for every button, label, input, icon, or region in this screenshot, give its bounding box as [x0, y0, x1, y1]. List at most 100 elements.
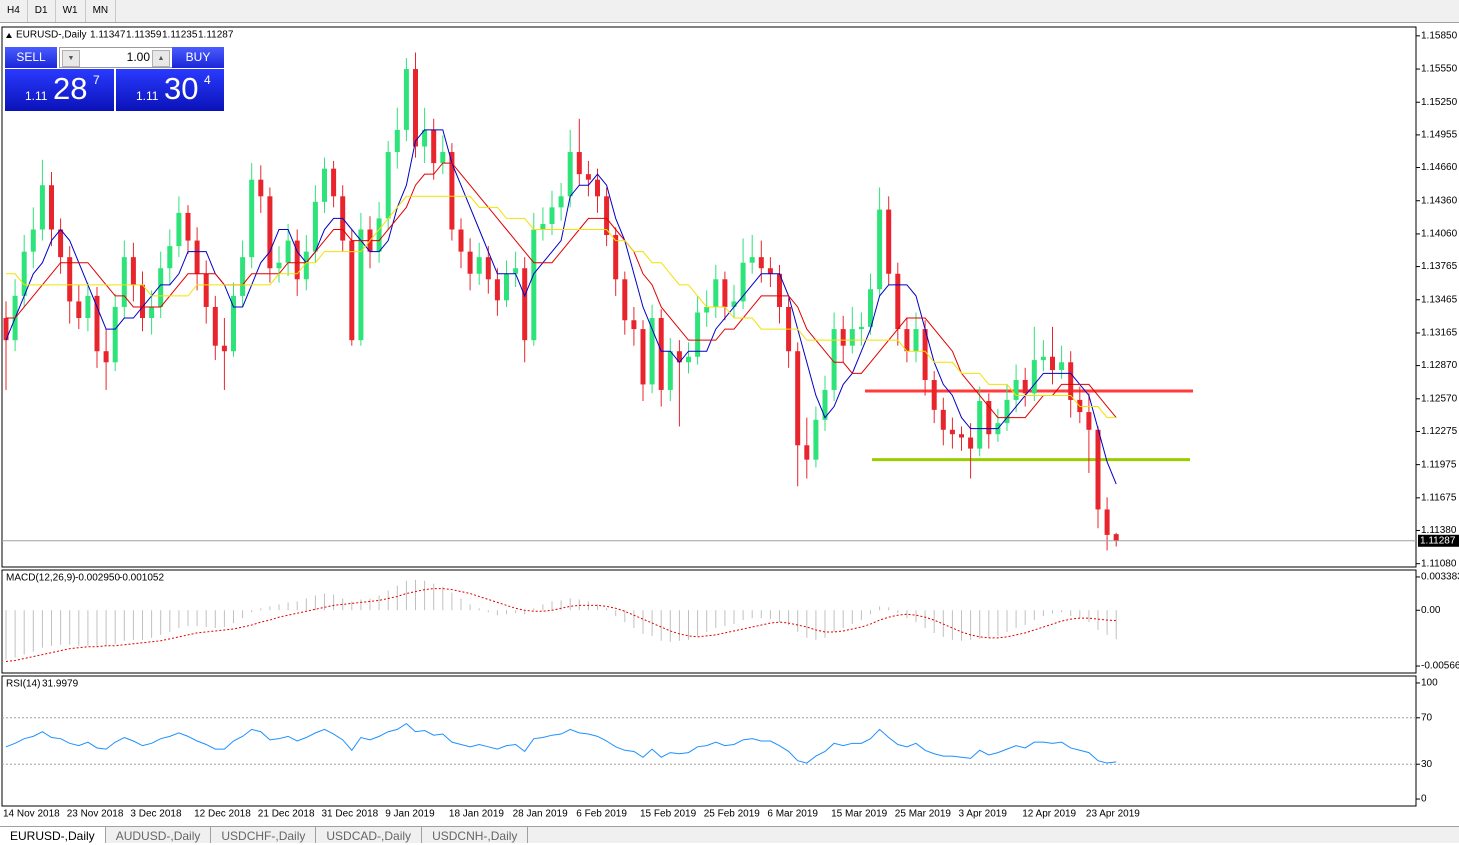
- y-tick-label: 1.14955: [1421, 130, 1458, 141]
- candle-body: [667, 351, 673, 390]
- candle-body: [403, 69, 409, 130]
- rsi-readout: 31.9979: [42, 679, 79, 690]
- buy-button[interactable]: BUY: [172, 47, 224, 68]
- candle-body: [267, 196, 273, 269]
- candle-body: [567, 152, 573, 197]
- candle-body: [449, 152, 455, 230]
- candle-body: [822, 389, 828, 420]
- x-tick-label: 25 Feb 2019: [704, 809, 761, 820]
- candle-body: [249, 179, 255, 258]
- x-tick-label: 25 Mar 2019: [895, 809, 952, 820]
- ohlc-readout: 1.11235: [162, 30, 198, 41]
- candle-body: [940, 409, 946, 430]
- pane-frame: [1, 26, 1417, 568]
- candle-body: [813, 419, 819, 460]
- timeframe-button[interactable]: H4: [0, 0, 28, 22]
- candle-body: [1022, 379, 1028, 394]
- y-tick-label: 1.14660: [1421, 162, 1458, 173]
- candle-body: [886, 209, 892, 274]
- chart-tab[interactable]: EURUSD-,Daily: [0, 827, 106, 843]
- x-tick-label: 6 Mar 2019: [767, 809, 818, 820]
- x-tick-label: 12 Dec 2018: [194, 809, 251, 820]
- y-tick-label: 0.003383: [1421, 572, 1459, 583]
- candle-body: [713, 279, 719, 307]
- x-tick-label: 3 Apr 2019: [959, 809, 1008, 820]
- chart-title: MACD(12,26,9): [6, 573, 75, 584]
- candle-body: [740, 262, 746, 302]
- candle-body: [285, 240, 291, 263]
- candle-body: [39, 185, 45, 230]
- candle-body: [240, 257, 246, 296]
- y-tick-label: 1.14060: [1421, 229, 1458, 240]
- candle-body: [294, 240, 300, 280]
- candle-body: [413, 69, 418, 147]
- timeframe-button[interactable]: D1: [28, 0, 56, 22]
- candle-body: [631, 320, 637, 330]
- candle-body: [1104, 509, 1110, 535]
- y-tick-label: 1.15250: [1421, 97, 1458, 108]
- timeframe-button[interactable]: MN: [86, 0, 117, 22]
- candle-body: [513, 268, 519, 274]
- x-tick-label: 18 Jan 2019: [449, 809, 504, 820]
- candle-body: [440, 152, 446, 164]
- moving-average: [5, 129, 1117, 485]
- candle-body: [158, 268, 164, 307]
- price-big: 1.11: [136, 89, 159, 103]
- candle-body: [922, 329, 928, 380]
- candle-body: [522, 268, 528, 341]
- x-tick-label: 15 Feb 2019: [640, 809, 697, 820]
- sell-button[interactable]: SELL: [5, 47, 57, 68]
- chart-tab[interactable]: USDCHF-,Daily: [211, 827, 317, 843]
- candle-body: [931, 379, 937, 410]
- candle-body: [676, 351, 682, 363]
- candle-body: [103, 351, 109, 363]
- candle-body: [203, 273, 209, 307]
- moving-average: [6, 195, 1117, 419]
- price-pips: 28: [53, 71, 88, 106]
- sell-price[interactable]: 1.11 28 7: [5, 69, 114, 111]
- lot-field[interactable]: ▼ 1.00 ▲: [59, 47, 173, 68]
- candle-body: [913, 329, 919, 352]
- chart-tab[interactable]: USDCAD-,Daily: [316, 827, 423, 843]
- candle-body: [1095, 429, 1101, 510]
- candle-body: [686, 356, 691, 363]
- current-price-box: [1418, 534, 1459, 547]
- y-tick-label: 1.12275: [1421, 426, 1458, 437]
- candle-body: [322, 168, 327, 202]
- lot-down[interactable]: ▼: [62, 50, 80, 67]
- candle-body: [977, 401, 983, 449]
- candle-body: [21, 251, 27, 296]
- y-tick-label: 1.11380: [1421, 525, 1457, 536]
- candle-body: [640, 329, 646, 385]
- candle-body: [85, 295, 91, 319]
- candle-body: [1040, 356, 1046, 361]
- candle-body: [394, 129, 400, 153]
- timeframe-button[interactable]: W1: [56, 0, 86, 22]
- x-tick-label: 23 Nov 2018: [67, 809, 124, 820]
- chart-tab[interactable]: USDCNH-,Daily: [422, 827, 529, 843]
- candle-body: [231, 295, 236, 352]
- macd-readout: -0.002950: [75, 573, 120, 584]
- candle-body: [795, 351, 801, 446]
- ohlc-readout: 1.11347: [90, 30, 126, 41]
- candle-body: [258, 179, 264, 197]
- candle-body: [777, 273, 782, 307]
- candle-body: [221, 345, 227, 352]
- signal-line: [5, 588, 1117, 662]
- candle-body: [840, 329, 846, 346]
- lot-value: 1.00: [126, 50, 150, 64]
- chart-title: RSI(14): [6, 679, 40, 690]
- candle-body: [1013, 379, 1019, 400]
- candle-body: [1113, 534, 1119, 541]
- chart-tab[interactable]: AUDUSD-,Daily: [106, 827, 212, 843]
- y-tick-label: 1.15850: [1421, 30, 1458, 41]
- current-price-label: 1.11287: [1420, 535, 1456, 546]
- candle-body: [349, 240, 355, 341]
- candle-body: [549, 207, 555, 224]
- candle-body: [758, 257, 764, 269]
- rsi-line: [5, 722, 1117, 764]
- y-tick-label: 1.11675: [1421, 492, 1457, 503]
- lot-up[interactable]: ▲: [152, 50, 170, 67]
- y-tick-label: 0: [1421, 794, 1427, 805]
- buy-price[interactable]: 1.11 30 4: [116, 69, 224, 111]
